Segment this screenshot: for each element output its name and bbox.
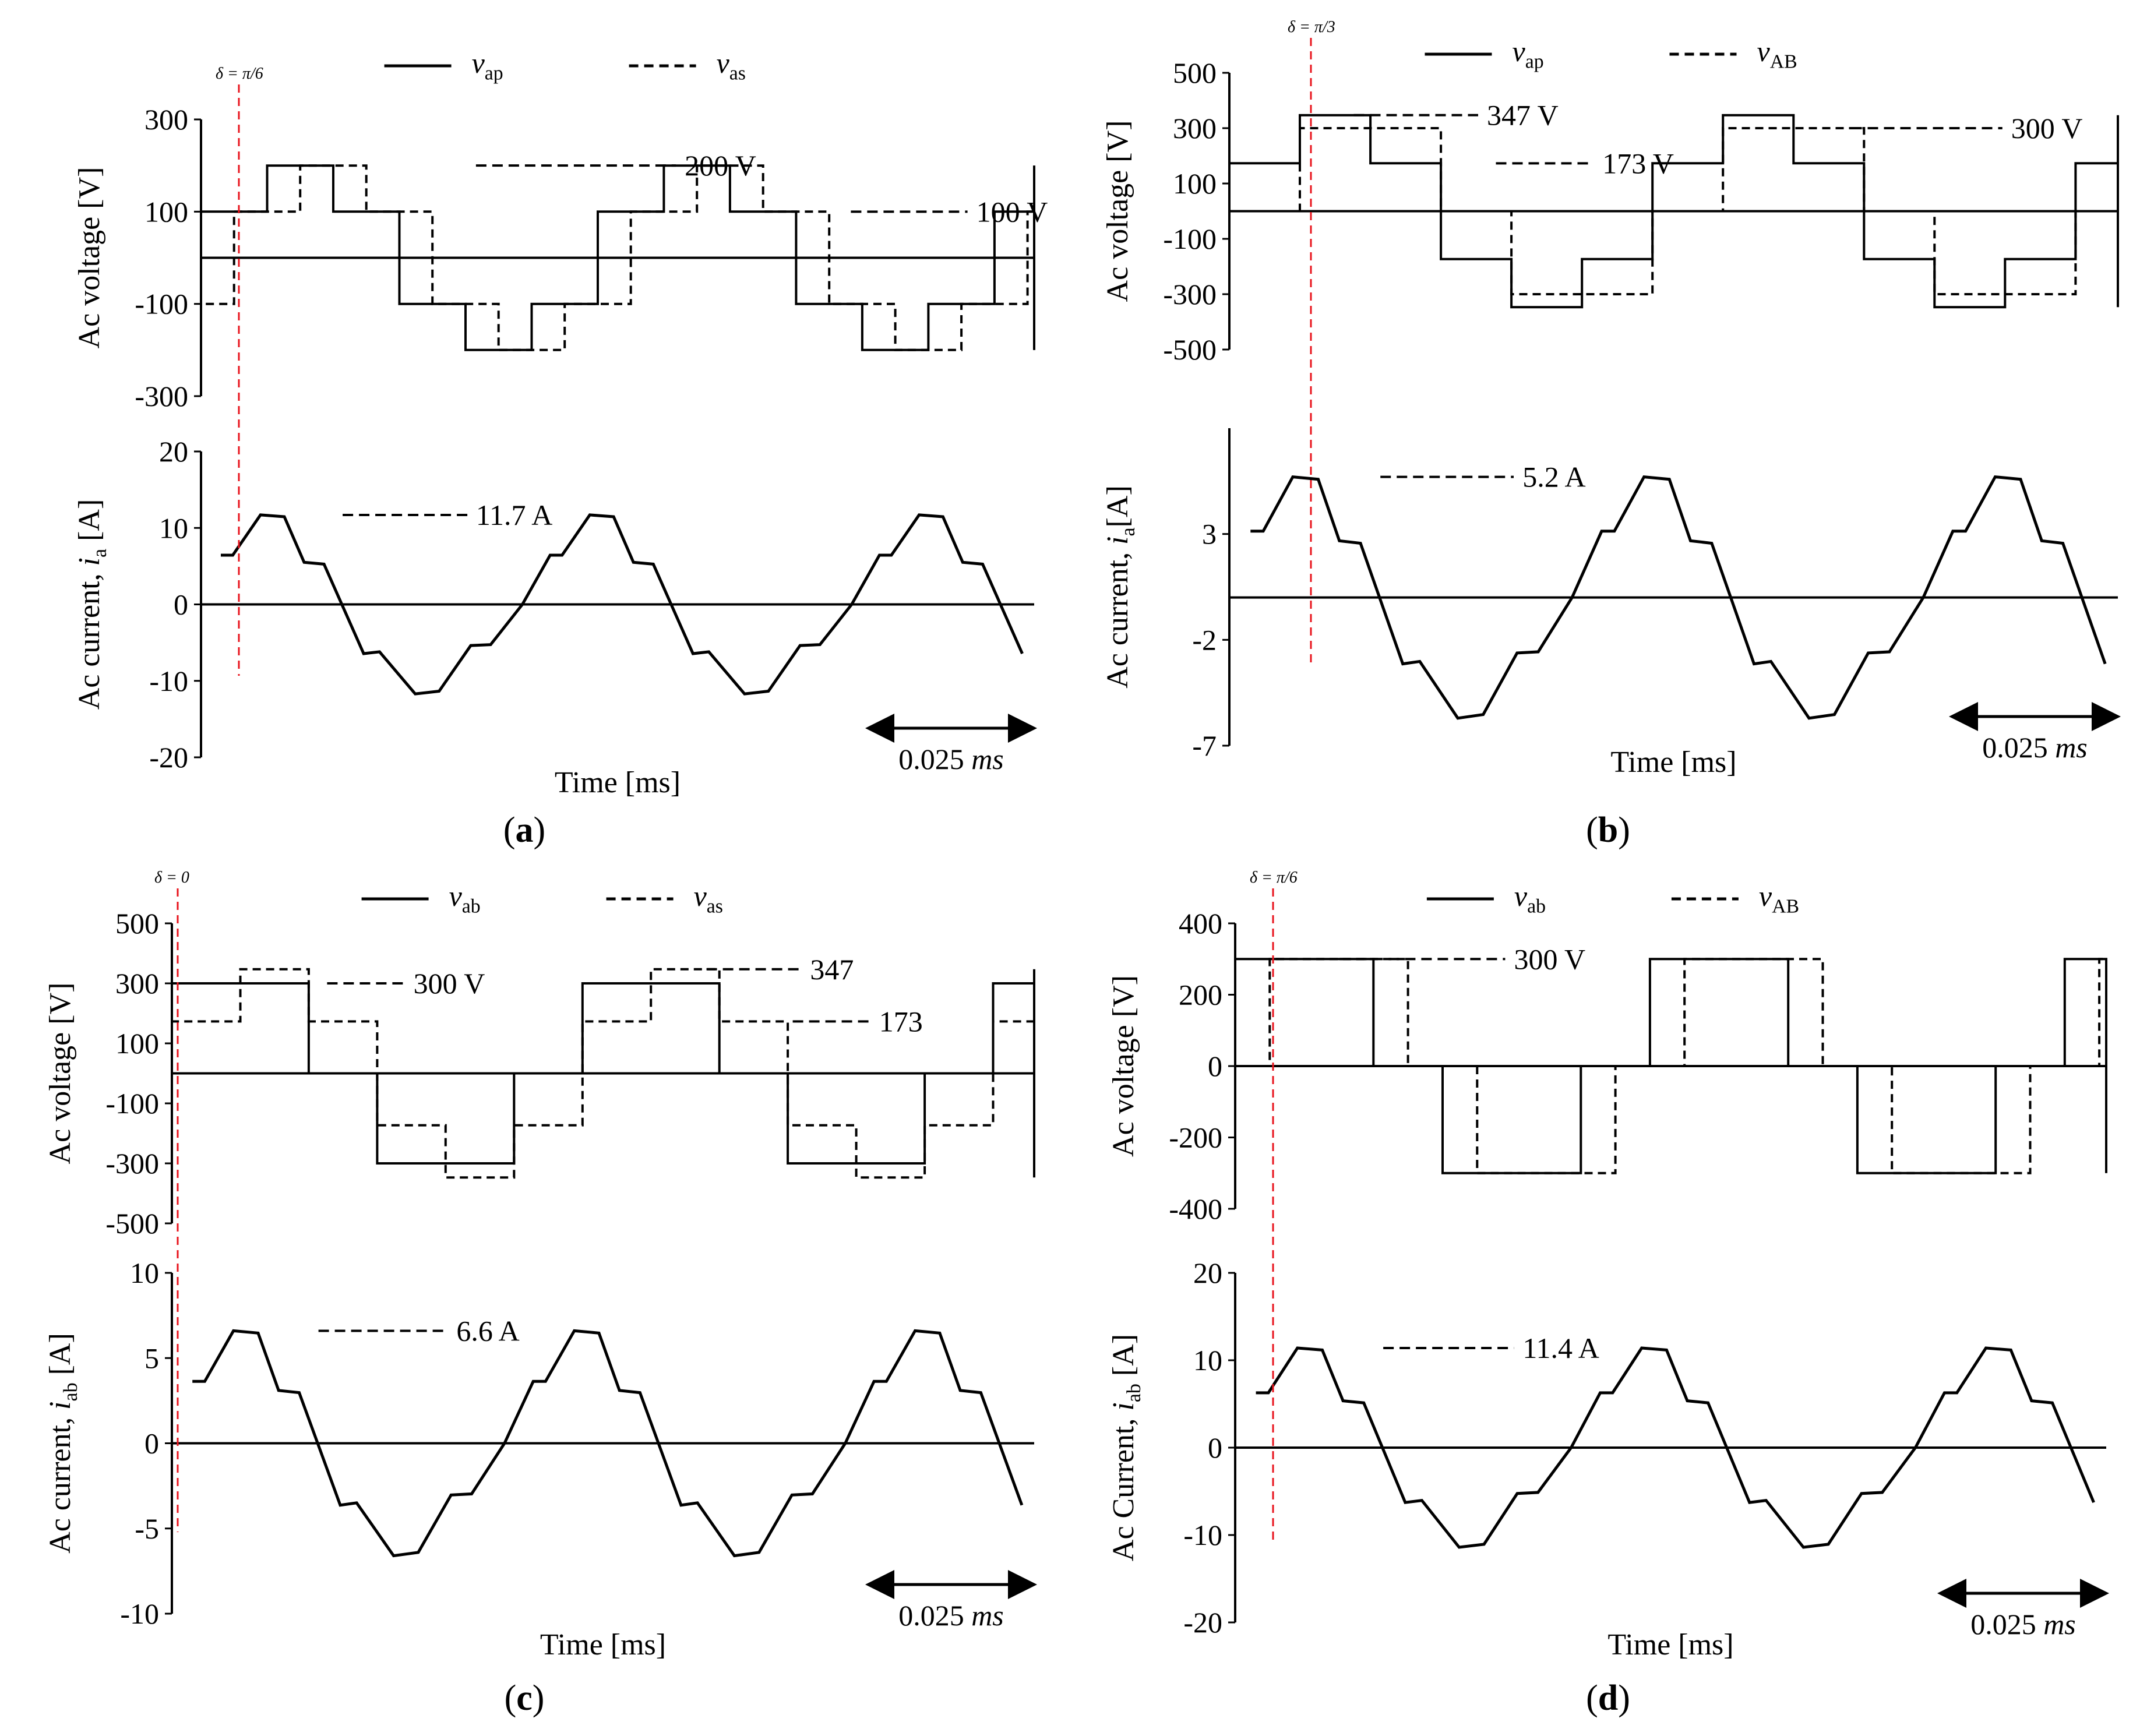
panel-label: (a) [503, 810, 545, 850]
current-axis-label: Ac current, ia [A] [73, 499, 111, 710]
legend-label: vap [1513, 35, 1544, 72]
voltage-series-v_AB [1228, 127, 2119, 295]
panel-label: (b) [1586, 810, 1630, 850]
current-y-tick-label: -10 [149, 665, 188, 697]
current-y-tick-label: -5 [135, 1512, 159, 1545]
voltage-y-tick-label: -500 [105, 1207, 159, 1240]
voltage-y-tick-label: 300 [144, 103, 188, 136]
current-series [221, 513, 1024, 696]
legend-label: vAB [1759, 880, 1799, 917]
voltage-y-tick-label: 0 [1208, 1050, 1222, 1082]
delta-label: δ = 0 [154, 869, 189, 887]
voltage-series-v_AB [1234, 958, 2107, 1174]
panel-label: (d) [1586, 1678, 1630, 1718]
scale-bar-label: 0.025 ms [898, 1599, 1004, 1632]
current-annotation: 11.4 A [1522, 1332, 1599, 1364]
voltage-annotation: 200 V [685, 149, 756, 182]
current-axis-label: Ac current, iab [A] [44, 1333, 82, 1554]
voltage-axis-label: Ac voltage [V] [1107, 975, 1140, 1157]
voltage-y-tick-label: 300 [1173, 112, 1217, 144]
legend-label: vAB [1757, 35, 1797, 72]
voltage-y-tick-label: -400 [1169, 1192, 1222, 1225]
voltage-y-tick-label: 100 [1173, 167, 1217, 200]
legend-label: vab [449, 880, 481, 917]
current-y-tick-label: 0 [1208, 1431, 1222, 1464]
panel-b: 500 300 100 -100 -300 -500 Ac voltage [V] vap vA… [1101, 18, 2121, 850]
current-y-tick-label: -20 [149, 741, 188, 774]
voltage-y-tick-label: 500 [115, 907, 159, 940]
delta-label: δ = π/6 [216, 65, 263, 83]
current-y-tick-label: 10 [1193, 1344, 1222, 1377]
current-y-tick-label: 3 [1202, 518, 1217, 551]
current-axis-label: Ac current, ia[A] [1101, 485, 1139, 689]
x-axis-label: Time [ms] [555, 766, 681, 799]
current-y-tick-label: -10 [120, 1597, 159, 1630]
current-y-tick-label: -2 [1192, 623, 1217, 656]
voltage-y-tick-label: 400 [1179, 907, 1222, 940]
voltage-annotation: 100 V [976, 195, 1048, 228]
voltage-y-tick-label: 300 [115, 967, 159, 1000]
voltage-y-tick-label: -100 [1163, 223, 1217, 255]
voltage-y-tick-label: 200 [1179, 979, 1222, 1011]
current-series [192, 1329, 1024, 1558]
current-annotation: 11.7 A [476, 499, 553, 531]
voltage-y-tick-label: -500 [1163, 333, 1217, 366]
current-y-tick-label: 0 [144, 1427, 159, 1460]
scale-bar-label: 0.025 ms [1982, 731, 2088, 764]
legend-label: vas [694, 880, 723, 917]
voltage-series-v_ap [1228, 114, 2119, 309]
scale-bar-label: 0.025 ms [1970, 1608, 2076, 1640]
voltage-y-tick-label: -100 [105, 1087, 159, 1120]
current-y-tick-label: -20 [1183, 1606, 1222, 1639]
voltage-annotation: 173 V [1602, 147, 1674, 179]
voltage-y-tick-label: -100 [135, 288, 188, 320]
voltage-annotation: 300 V [1514, 943, 1585, 975]
current-y-tick-label: 5 [144, 1342, 159, 1374]
voltage-annotation: 347 V [1487, 99, 1559, 132]
current-annotation: 5.2 A [1522, 461, 1585, 493]
voltage-y-tick-label: 100 [115, 1027, 159, 1060]
voltage-annotation: 300 V [2011, 112, 2083, 144]
current-axis-label: Ac Current, iab [A] [1107, 1334, 1145, 1561]
current-y-tick-label: -10 [1183, 1519, 1222, 1551]
voltage-y-tick-label: -300 [105, 1147, 159, 1180]
voltage-axis-label: Ac voltage [V] [73, 167, 106, 349]
voltage-annotation: 173 [879, 1005, 923, 1038]
current-annotation: 6.6 A [456, 1314, 519, 1347]
voltage-annotation: 300 V [414, 967, 485, 1000]
current-y-tick-label: 20 [1193, 1257, 1222, 1289]
delta-label: δ = π/3 [1288, 18, 1335, 36]
current-y-tick-label: 10 [159, 511, 188, 544]
voltage-y-tick-label: 100 [144, 195, 188, 228]
voltage-y-tick-label: -300 [135, 380, 188, 412]
current-y-tick-label: -7 [1192, 729, 1217, 762]
current-series [1250, 475, 2107, 720]
legend-label: vab [1514, 880, 1546, 917]
voltage-y-tick-label: -300 [1163, 278, 1217, 310]
x-axis-label: Time [ms] [1607, 1628, 1733, 1661]
x-axis-label: Time [ms] [540, 1628, 666, 1661]
voltage-series-v_as [200, 164, 1035, 351]
delta-label: δ = π/6 [1250, 869, 1298, 887]
current-y-tick-label: 20 [159, 435, 188, 468]
voltage-y-tick-label: -200 [1169, 1121, 1222, 1154]
voltage-axis-label: Ac voltage [V] [1101, 121, 1134, 302]
current-y-tick-label: 0 [174, 588, 188, 621]
legend-label: vap [472, 47, 503, 84]
x-axis-label: Time [ms] [1610, 746, 1736, 779]
current-series [1256, 1346, 2095, 1549]
voltage-series-v_as [171, 968, 1035, 1179]
voltage-y-tick-label: 500 [1173, 57, 1217, 89]
voltage-annotation: 347 [810, 953, 854, 986]
legend-label: vas [717, 47, 746, 84]
panel-label: (c) [505, 1678, 545, 1718]
current-y-tick-label: 10 [130, 1257, 159, 1289]
scale-bar-label: 0.025 ms [898, 743, 1004, 775]
voltage-axis-label: Ac voltage [V] [44, 983, 77, 1165]
